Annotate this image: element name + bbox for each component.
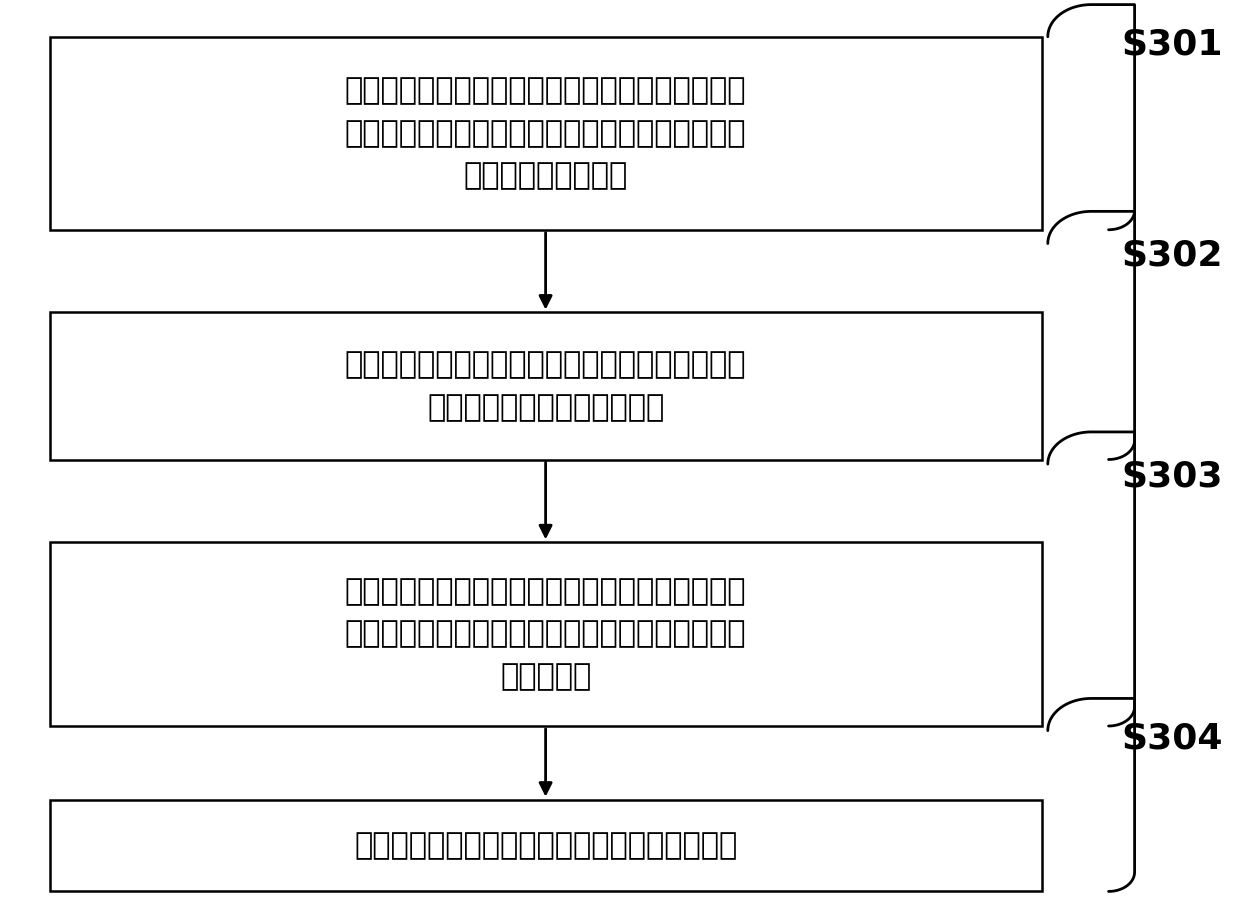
Text: 若所述第二用户的生物特征信息与所述预存储的第
二用户的生物特征信息一致，则获取所述第二用户
输入的信息: 若所述第二用户的生物特征信息与所述预存储的第 二用户的生物特征信息一致，则获取所… <box>345 577 746 691</box>
Text: 判断所述第二用户的生物特征信息与预存储的第二
用户的生物特征信息是否一致: 判断所述第二用户的生物特征信息与预存储的第二 用户的生物特征信息是否一致 <box>345 350 746 422</box>
Text: S303: S303 <box>1121 460 1223 494</box>
Bar <box>50 542 1042 726</box>
Text: S302: S302 <box>1121 239 1223 273</box>
Text: 获取第二用户的生物特征信息；其中，所述生物特
征信息包括指纹信息、虹膜信息、声音信号、掌纹
信息或人脸图像信息: 获取第二用户的生物特征信息；其中，所述生物特 征信息包括指纹信息、虹膜信息、声音… <box>345 76 746 190</box>
Bar <box>50 800 1042 891</box>
Text: S301: S301 <box>1121 28 1223 62</box>
Text: 根据所述第二用户输入的信息，执行对应的操作: 根据所述第二用户输入的信息，执行对应的操作 <box>353 831 738 860</box>
Text: S304: S304 <box>1121 721 1223 755</box>
Bar <box>50 312 1042 460</box>
Bar <box>50 37 1042 230</box>
